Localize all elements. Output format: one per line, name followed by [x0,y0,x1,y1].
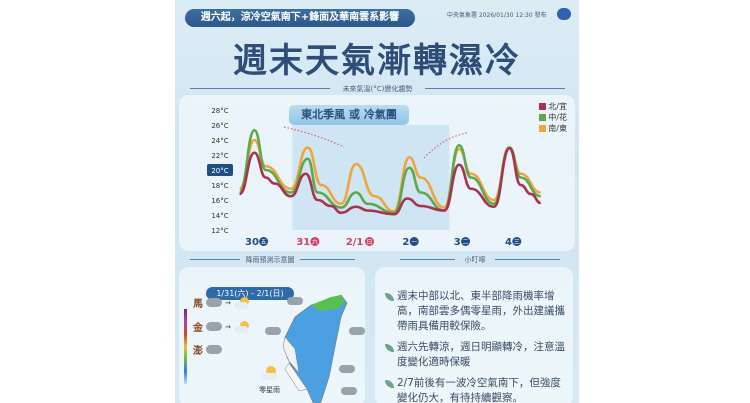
weekday-badge [461,237,470,246]
chart-legend: 北/宜中/花南/東 [539,101,567,134]
legend-item: 南/東 [539,123,567,134]
weekday-label: 三 [514,239,520,246]
island-penghu: 澎 [193,342,222,357]
legend-item: 北/宜 [539,101,567,112]
tip-item: 週六先轉涼，週日明顯轉冷，注意溫度變化適時保暖 [385,340,567,370]
legend-swatch [539,103,547,110]
weekday-badge [365,237,374,246]
weekday-label: 五 [261,239,267,246]
leaf-icon [385,293,394,301]
monsoon-label: 東北季風 或 冷氣團 [289,105,409,125]
rain-heading: 降雨預測示意圖 [245,256,295,264]
series-line-北/宜 [238,146,542,216]
xtick-label: 30 [245,237,259,248]
weekday-label: 一 [411,239,417,246]
weekday-label: 日 [366,239,372,246]
cloud-icon [206,298,222,307]
xtick-label: 31 [296,237,310,248]
weekday-badge [310,237,320,246]
sun-cloud-icon [233,320,250,333]
arrow-icon: → [225,322,231,331]
xtick-label: 3 [454,237,461,248]
ytick-label: 20°C [211,167,228,175]
ytick-label: 24°C [211,137,228,145]
island-matsu: 馬 → [193,295,250,310]
divider [400,259,455,260]
ytick-label: 18°C [211,182,228,190]
rain-map-panel: 1/31(六) - 2/1(日) 馬 → 金 → 澎 零星雨 [179,267,365,403]
tips-heading: 小叮嚀 [464,256,486,264]
ytick-highlight [207,164,233,176]
weekday-badge [512,237,522,246]
weekday-badge [259,237,269,246]
ytick-label: 14°C [211,212,228,220]
weekday-label: 六 [312,238,318,246]
tips-panel: 週末中部以北、東半部降雨機率增高，南部雲多偶零星雨，外出建議攜帶雨具備用較保險。… [375,267,573,403]
temperature-chart-panel: 28°C 26°C 24°C 22°C 20°C 18°C 16°C 14°C 12°C 30 五 3… [179,95,575,251]
island-kinmen: 金 → [193,319,250,334]
cwa-logo-icon [557,8,571,20]
weekday-label: 二 [462,239,468,246]
ytick-label: 12°C [211,227,228,235]
arrow-icon: → [225,298,231,307]
weather-infographic: 週六起，涼冷空氣南下+鋒面及華南雲系影響 中央氣象署 2026/01/30 12… [175,0,579,403]
chart-heading: 未來氣溫(°C)變化趨勢 [342,85,413,93]
trend-arrow-up [423,132,468,159]
leaf-icon [385,380,394,388]
xtick-label: 2 [402,237,409,248]
taiwan-rain-map [261,294,365,403]
sun-cloud-icon [233,296,250,309]
legend-swatch [539,125,547,132]
ytick-label: 16°C [211,197,228,205]
xtick-label: 4 [505,237,512,248]
weekday-badge [409,237,419,246]
divider [190,88,330,89]
legend-swatch [539,114,547,121]
divider [495,259,560,260]
temperature-chart: 28°C 26°C 24°C 22°C 20°C 18°C 16°C 14°C 12°C 30 五 3… [207,107,542,248]
legend-label: 南/東 [548,124,567,133]
page-title: 週末天氣漸轉濕冷 [233,41,521,81]
issued-timestamp: 中央氣象署 2026/01/30 12:30 發布 [447,12,547,19]
ytick-label: 22°C [211,152,228,160]
cloud-icon [206,345,222,354]
legend-label: 北/宜 [548,102,567,111]
cloud-icon [206,322,222,331]
date-range-pill: 1/31(六) - 2/1(日) [206,287,294,300]
ytick-label: 26°C [211,122,228,130]
map-label: 零星雨 [259,386,280,394]
tip-item: 2/7前後有一波冷空氣南下，但強度變化仍大，有待持續觀察。 [385,376,567,403]
xtick-label: 2/1 [346,237,364,248]
ytick-label: 28°C [211,107,228,115]
legend-item: 中/花 [539,112,567,123]
series-line-中/花 [238,128,541,215]
rain-color-scale [184,309,187,384]
divider [300,259,355,260]
divider [190,259,240,260]
tip-item: 週末中部以北、東半部降雨機率增高，南部雲多偶零星雨，外出建議攜帶雨具備用較保險。 [385,289,567,334]
series-line-南/東 [238,138,541,213]
headline-banner: 週六起，涼冷空氣南下+鋒面及華南雲系影響 [185,9,415,27]
leaf-icon [385,344,394,352]
divider [425,88,565,89]
legend-label: 中/花 [548,113,567,122]
